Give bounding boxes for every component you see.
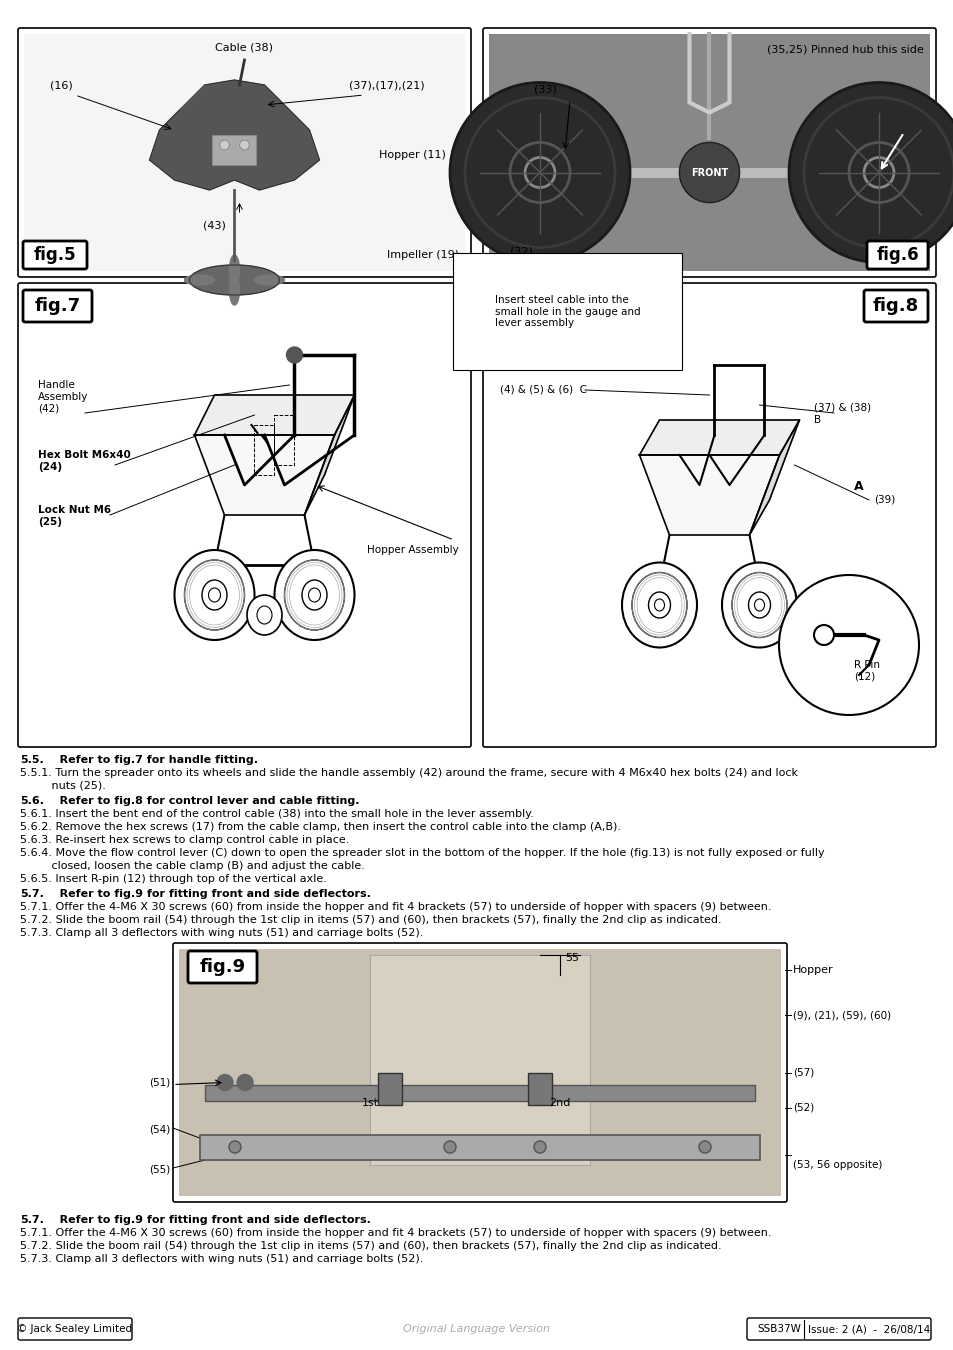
Text: Refer to fig.9 for fitting front and side deflectors.: Refer to fig.9 for fitting front and sid… <box>48 890 371 899</box>
Text: (39): (39) <box>873 495 894 505</box>
Text: 5.6.1. Insert the bent end of the control cable (38) into the small hole in the : 5.6.1. Insert the bent end of the contro… <box>20 809 534 819</box>
Circle shape <box>679 143 739 202</box>
Ellipse shape <box>754 599 763 612</box>
Polygon shape <box>194 435 335 514</box>
Polygon shape <box>194 396 355 435</box>
Text: FRONT: FRONT <box>690 167 727 177</box>
Ellipse shape <box>190 265 279 296</box>
Circle shape <box>788 82 953 262</box>
FancyBboxPatch shape <box>23 290 91 323</box>
Text: (57): (57) <box>792 1068 814 1077</box>
Text: A: A <box>853 481 862 493</box>
Text: (37),(17),(21): (37),(17),(21) <box>349 80 424 90</box>
Text: 1st: 1st <box>361 1098 378 1107</box>
Text: 5.7.1. Offer the 4-M6 X 30 screws (60) from inside the hopper and fit 4 brackets: 5.7.1. Offer the 4-M6 X 30 screws (60) f… <box>20 902 771 913</box>
Text: (33): (33) <box>533 85 556 94</box>
Text: 5.7.3. Clamp all 3 deflectors with wing nuts (51) and carriage bolts (52).: 5.7.3. Clamp all 3 deflectors with wing … <box>20 1254 423 1264</box>
Text: fig.8: fig.8 <box>872 297 918 315</box>
Text: (4) & (5) & (6)  C: (4) & (5) & (6) C <box>499 385 586 396</box>
Text: 5.7.: 5.7. <box>20 1215 44 1224</box>
Circle shape <box>229 1141 241 1153</box>
Circle shape <box>699 1141 710 1153</box>
Text: SSB37W: SSB37W <box>757 1324 801 1334</box>
Bar <box>24 34 464 271</box>
Text: 5.7.2. Slide the boom rail (54) through the 1st clip in items (57) and (60), the: 5.7.2. Slide the boom rail (54) through … <box>20 1241 720 1251</box>
Text: 55: 55 <box>564 953 578 963</box>
FancyBboxPatch shape <box>866 242 927 269</box>
Text: (9), (21), (59), (60): (9), (21), (59), (60) <box>792 1010 890 1021</box>
Bar <box>179 949 781 1196</box>
FancyBboxPatch shape <box>482 284 935 747</box>
Circle shape <box>219 140 230 150</box>
Text: Hex Bolt M6x40
(24): Hex Bolt M6x40 (24) <box>38 450 131 471</box>
Ellipse shape <box>302 580 327 610</box>
Ellipse shape <box>254 275 284 285</box>
Circle shape <box>779 575 918 716</box>
Ellipse shape <box>308 589 320 602</box>
FancyBboxPatch shape <box>482 28 935 277</box>
Text: 5.7.3. Clamp all 3 deflectors with wing nuts (51) and carriage bolts (52).: 5.7.3. Clamp all 3 deflectors with wing … <box>20 927 423 938</box>
Text: (35,25) Pinned hub this side: (35,25) Pinned hub this side <box>766 45 923 54</box>
Bar <box>377 1072 401 1104</box>
Circle shape <box>443 1141 456 1153</box>
Text: fig.5: fig.5 <box>33 246 76 265</box>
FancyBboxPatch shape <box>18 28 471 277</box>
Text: (32): (32) <box>510 247 533 256</box>
Polygon shape <box>304 396 355 514</box>
Text: fig.6: fig.6 <box>876 246 919 265</box>
Text: 5.6.: 5.6. <box>20 796 44 806</box>
Bar <box>489 34 929 271</box>
Text: Refer to fig.9 for fitting front and side deflectors.: Refer to fig.9 for fitting front and sid… <box>48 1215 371 1224</box>
Text: Insert steel cable into the
small hole in the gauge and
lever assembly: Insert steel cable into the small hole i… <box>495 296 640 328</box>
Text: 5.7.2. Slide the boom rail (54) through the 1st clip in items (57) and (60), the: 5.7.2. Slide the boom rail (54) through … <box>20 915 720 925</box>
Text: 5.7.1. Offer the 4-M6 X 30 screws (60) from inside the hopper and fit 4 brackets: 5.7.1. Offer the 4-M6 X 30 screws (60) f… <box>20 1228 771 1238</box>
Text: fig.7: fig.7 <box>35 297 81 315</box>
Ellipse shape <box>721 563 796 648</box>
Text: Hopper (11): Hopper (11) <box>378 150 445 161</box>
Circle shape <box>534 1141 545 1153</box>
Text: (54): (54) <box>149 1125 170 1135</box>
FancyBboxPatch shape <box>18 1318 132 1341</box>
Text: Original Language Version: Original Language Version <box>403 1324 550 1334</box>
Ellipse shape <box>202 580 227 610</box>
FancyBboxPatch shape <box>863 290 927 323</box>
Text: Hopper Assembly: Hopper Assembly <box>367 545 458 555</box>
Text: (51): (51) <box>149 1077 170 1088</box>
FancyBboxPatch shape <box>23 242 87 269</box>
Circle shape <box>239 140 250 150</box>
Text: (16): (16) <box>50 80 72 90</box>
Ellipse shape <box>621 563 697 648</box>
Text: Refer to fig.8 for control lever and cable fitting.: Refer to fig.8 for control lever and cab… <box>48 796 359 806</box>
FancyBboxPatch shape <box>172 944 786 1202</box>
Ellipse shape <box>648 593 670 618</box>
Text: Impeller (19): Impeller (19) <box>387 250 458 261</box>
Text: 5.6.4. Move the flow control lever (C) down to open the spreader slot in the bot: 5.6.4. Move the flow control lever (C) d… <box>20 848 823 859</box>
Text: Issue: 2 (A)  -  26/08/14: Issue: 2 (A) - 26/08/14 <box>807 1324 929 1334</box>
Text: nuts (25).: nuts (25). <box>20 782 106 791</box>
Text: Cable (38): Cable (38) <box>215 42 274 53</box>
Polygon shape <box>639 455 779 535</box>
Ellipse shape <box>230 275 239 305</box>
Text: (55): (55) <box>149 1165 170 1174</box>
Ellipse shape <box>654 599 664 612</box>
Ellipse shape <box>247 595 282 634</box>
FancyBboxPatch shape <box>188 950 256 983</box>
Text: Refer to fig.7 for handle fitting.: Refer to fig.7 for handle fitting. <box>48 755 257 765</box>
Text: Lock Nut M6
(25): Lock Nut M6 (25) <box>38 505 111 526</box>
Bar <box>200 1135 760 1160</box>
Text: R Pin
(12): R Pin (12) <box>853 660 879 682</box>
Text: 2nd: 2nd <box>549 1098 570 1107</box>
Polygon shape <box>639 420 799 455</box>
Circle shape <box>236 1075 253 1091</box>
Circle shape <box>286 347 302 363</box>
Circle shape <box>450 82 629 262</box>
Text: 5.5.: 5.5. <box>20 755 44 765</box>
Text: closed, loosen the cable clamp (B) and adjust the cable.: closed, loosen the cable clamp (B) and a… <box>20 861 364 871</box>
Bar <box>213 135 256 165</box>
Ellipse shape <box>230 255 239 285</box>
Text: 5.7.: 5.7. <box>20 890 44 899</box>
Bar <box>370 954 589 1165</box>
Bar <box>527 1072 552 1104</box>
Text: (37) & (38)
B: (37) & (38) B <box>813 404 870 425</box>
FancyBboxPatch shape <box>18 284 471 747</box>
